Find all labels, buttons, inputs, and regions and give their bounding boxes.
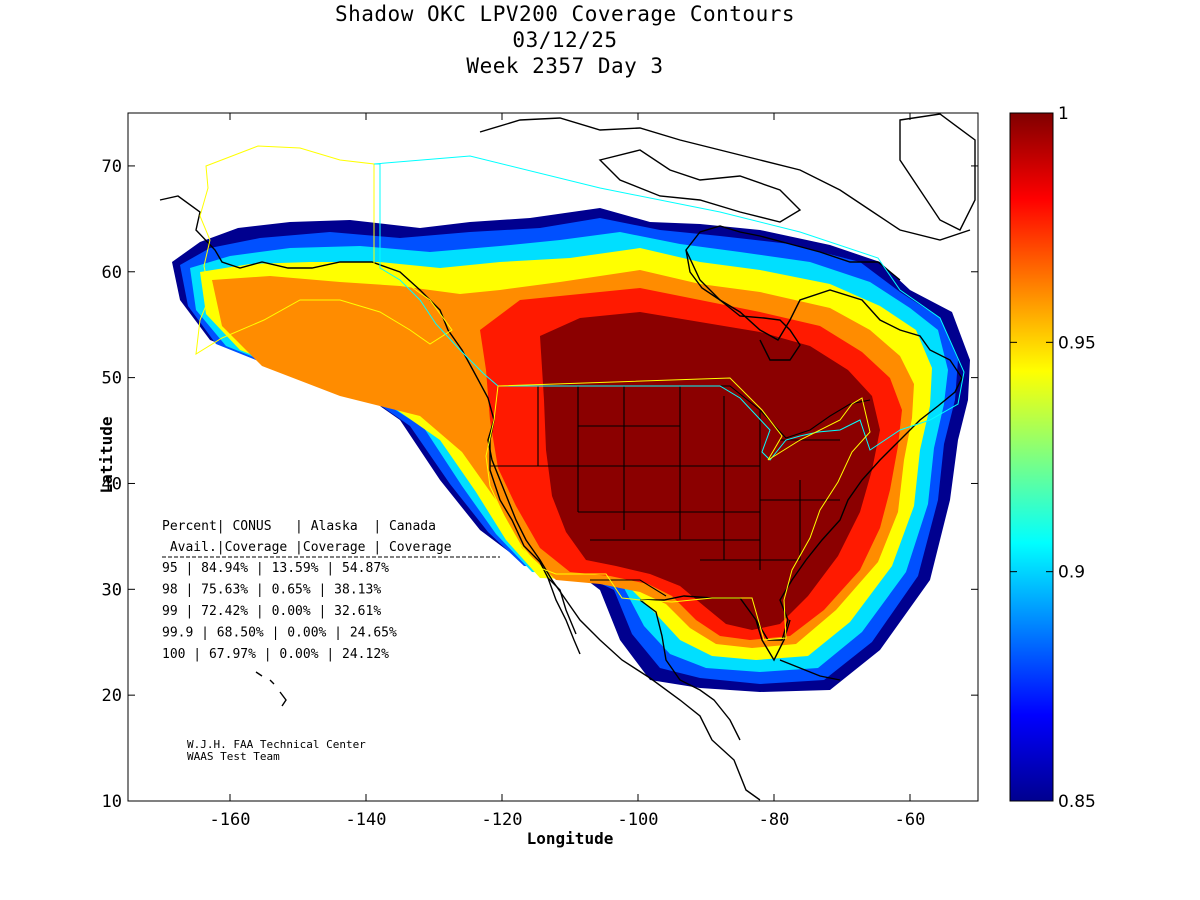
- table-row: 99.9 | 68.50% | 0.00% | 24.65%: [162, 626, 397, 641]
- credits: W.J.H. FAA Technical Center WAAS Test Te…: [187, 738, 366, 763]
- x-tick-label: -120: [482, 810, 523, 830]
- table-row: 95 | 84.94% | 13.59% | 54.87%: [162, 561, 389, 576]
- table-row: 100 | 67.97% | 0.00% | 24.12%: [162, 647, 389, 662]
- y-tick-label: 30: [102, 580, 122, 600]
- y-tick-label: 40: [102, 474, 122, 494]
- y-tick-label: 20: [102, 686, 122, 706]
- coverage-band-100: [540, 312, 880, 630]
- credit-line-1: W.J.H. FAA Technical Center: [187, 738, 366, 751]
- colorbar-tick-label: 1: [1058, 104, 1069, 124]
- title-line-1: Shadow OKC LPV200 Coverage Contours: [334, 2, 795, 26]
- colorbar: [1009, 112, 1054, 802]
- canada-boundary: [373, 155, 965, 461]
- table-header-2: Avail.|Coverage |Coverage | Coverage: [162, 540, 452, 555]
- coverage-table: Percent| CONUS | Alaska | Canada Avail.|…: [162, 519, 500, 662]
- table-header-1: Percent| CONUS | Alaska | Canada: [162, 519, 436, 534]
- cuba: [779, 659, 841, 681]
- greenland-coast: [899, 113, 976, 231]
- colorbar-ticks: 1 0.95 0.9 0.85: [1010, 104, 1096, 812]
- x-axis: -160 -140 -120 -100 -80 -60: [210, 113, 926, 830]
- y-axis-label: Latitude: [97, 416, 116, 493]
- plot-frame: [127, 112, 979, 802]
- y-tick-label: 70: [102, 157, 122, 177]
- baja: [547, 577, 581, 655]
- table-rows: 95 | 84.94% | 13.59% | 54.87% 98 | 75.63…: [162, 561, 397, 662]
- alaska-boundary: [195, 145, 453, 355]
- conus-boundary: [485, 377, 871, 641]
- x-axis-label: Longitude: [527, 829, 614, 848]
- hawaii: [255, 671, 287, 707]
- title-line-2: 03/12/25: [512, 28, 618, 52]
- arctic-islands: [479, 117, 971, 241]
- table-row: 98 | 75.63% | 0.65% | 38.13%: [162, 583, 381, 598]
- colorbar-tick-label: 0.95: [1058, 333, 1096, 353]
- x-tick-label: -140: [346, 810, 387, 830]
- y-tick-label: 50: [102, 369, 122, 389]
- y-tick-label: 10: [102, 792, 122, 812]
- colorbar-tick-label: 0.85: [1058, 792, 1096, 812]
- x-tick-label: -100: [618, 810, 659, 830]
- x-tick-label: -60: [895, 810, 926, 830]
- coverage-contours: [172, 208, 970, 692]
- arctic-island-2: [598, 149, 802, 223]
- region-boundaries: [195, 145, 965, 641]
- state-grid-lines: [490, 386, 840, 597]
- credit-line-2: WAAS Test Team: [187, 750, 280, 763]
- x-tick-label: -80: [759, 810, 790, 830]
- hudson-bay-coast: [685, 249, 801, 361]
- y-tick-label: 60: [102, 263, 122, 283]
- west-coast-us: [489, 419, 577, 635]
- title-line-3: Week 2357 Day 3: [466, 54, 664, 78]
- x-tick-label: -160: [210, 810, 251, 830]
- gulf-coast: [639, 599, 741, 741]
- colorbar-tick-label: 0.9: [1058, 563, 1085, 583]
- y-axis: 10 20 30 40 50 60 70: [102, 157, 978, 812]
- table-row: 99 | 72.42% | 0.00% | 32.61%: [162, 604, 381, 619]
